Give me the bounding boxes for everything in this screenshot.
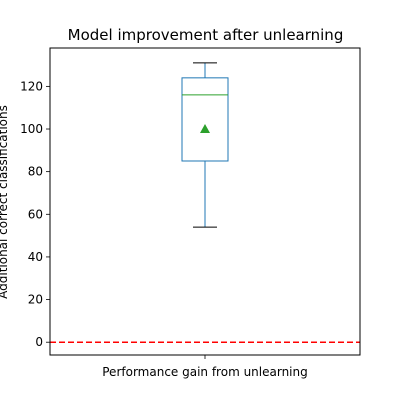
x-tick-label: Performance gain from unlearning (102, 365, 308, 379)
iqr-box (181, 77, 229, 162)
axes-frame (49, 47, 361, 356)
y-tick-label: 0 (35, 335, 43, 349)
y-tick-label: 80 (28, 165, 43, 179)
y-tick-label: 40 (28, 250, 43, 264)
y-tick-label: 60 (28, 207, 43, 221)
y-tick-label: 100 (20, 122, 43, 136)
chart-title: Model improvement after unlearning (68, 26, 344, 44)
y-axis-label: Additional correct classifications (0, 105, 10, 299)
plot-area: 0 20 40 60 80 100 120 Performance gain from unl… (20, 47, 361, 379)
y-tick-label: 20 (28, 293, 43, 307)
y-tick-label: 120 (20, 79, 43, 93)
mean-marker (200, 124, 210, 134)
